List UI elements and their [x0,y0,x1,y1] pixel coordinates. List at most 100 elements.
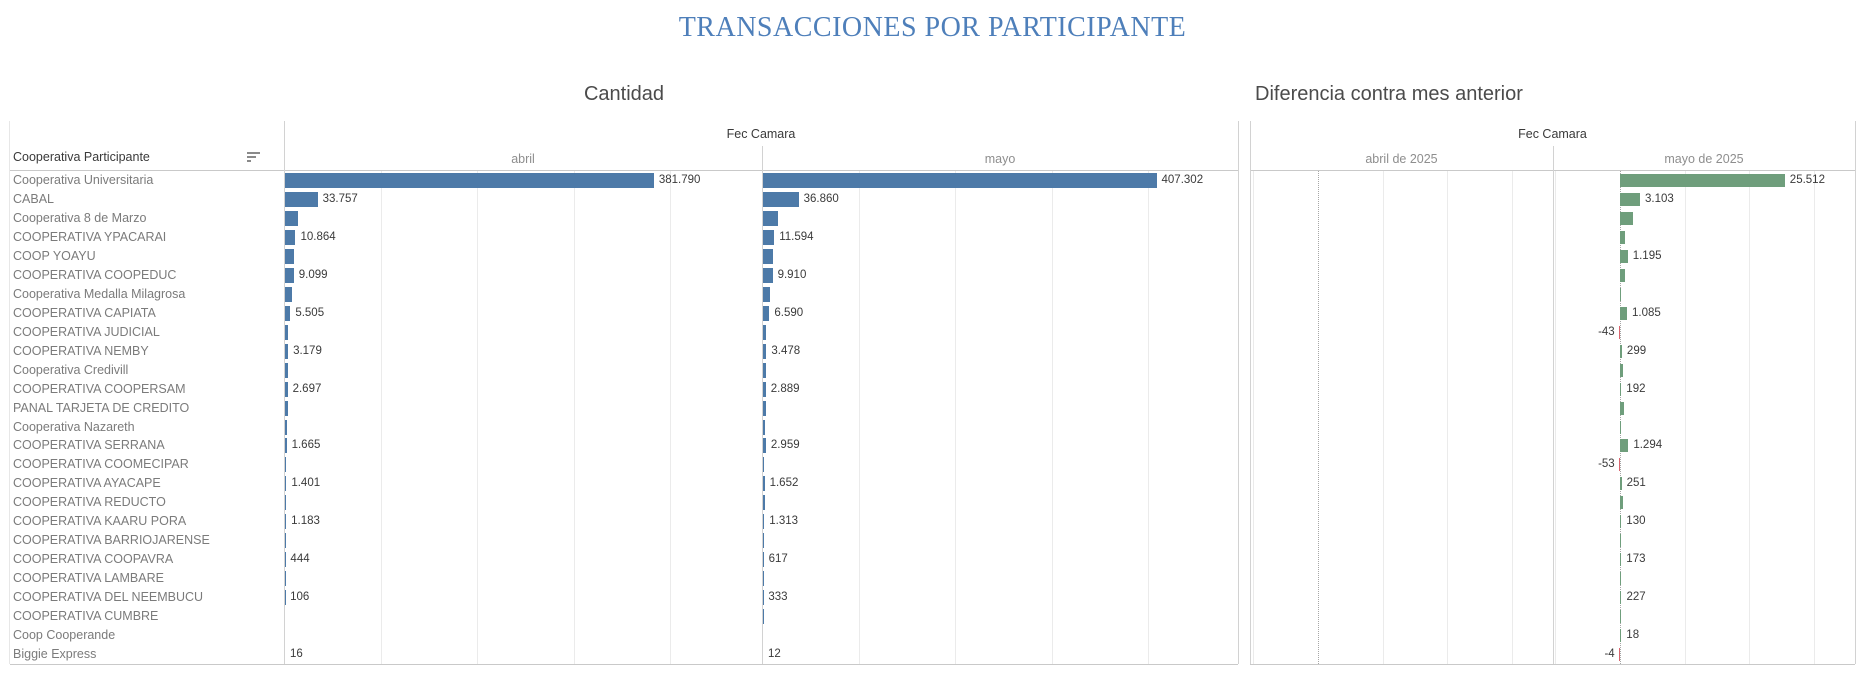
bar-diff[interactable] [1620,629,1622,643]
bar-diff[interactable] [1620,496,1623,510]
bar-abril[interactable] [285,173,654,188]
row-label[interactable]: COOPERATIVA BARRIOJARENSE [13,533,210,548]
bar-abril[interactable] [285,210,298,226]
bar-abril[interactable] [285,362,288,378]
bar-diff[interactable] [1620,249,1628,263]
row-label[interactable]: COOPERATIVA KAARU PORA [13,514,187,529]
bar-abril[interactable] [285,267,294,283]
bar-abril[interactable] [285,381,288,397]
bar-diff[interactable] [1620,287,1622,301]
bar-diff[interactable] [1620,363,1623,377]
bar-mayo[interactable] [763,552,764,568]
bar-diff[interactable] [1620,572,1622,586]
bar-diff[interactable] [1620,610,1622,624]
bar-mayo[interactable] [763,229,775,245]
row-label[interactable]: Cooperativa 8 de Marzo [13,210,147,225]
bar-abril[interactable] [285,476,287,492]
row-label[interactable]: Cooperativa Credivill [13,362,129,377]
bar-mayo[interactable] [763,305,770,321]
bar-abril[interactable] [285,286,293,302]
bar-diff[interactable] [1620,192,1641,206]
bar-mayo[interactable] [763,533,764,549]
bar-abril[interactable] [285,191,318,207]
gridline [573,171,575,664]
bar-diff[interactable] [1620,174,1785,187]
bar-diff[interactable] [1620,477,1622,491]
bar-diff[interactable] [1620,534,1622,548]
bar-mayo[interactable] [763,457,765,473]
row-label[interactable]: COOPERATIVA COOPERSAM [13,381,186,396]
bar-abril[interactable] [285,438,287,454]
bar-mayo[interactable] [763,495,765,511]
bar-mayo[interactable] [763,324,767,340]
bar-mayo[interactable] [763,248,774,264]
value-label: 9.910 [777,268,807,281]
bar-mayo[interactable] [763,514,765,530]
bar-diff[interactable] [1620,268,1626,282]
row-label[interactable]: COOPERATIVA LAMBARE [13,571,164,586]
bar-mayo[interactable] [763,173,1157,188]
row-label[interactable]: COOPERATIVA REDUCTO [13,495,166,510]
bar-mayo[interactable] [763,286,771,302]
gridline [1148,171,1150,664]
bar-diff[interactable] [1618,648,1620,662]
row-label[interactable]: COOPERATIVA CUMBRE [13,609,159,624]
row-label[interactable]: COOPERATIVA AYACAPE [13,476,161,491]
bar-diff[interactable] [1620,515,1622,529]
bar-diff[interactable] [1618,458,1620,472]
bar-mayo[interactable] [763,476,765,492]
bar-diff[interactable] [1620,420,1622,434]
bar-diff[interactable] [1620,401,1625,415]
row-label[interactable]: COOP YOAYU [13,248,96,263]
bar-abril[interactable] [285,457,287,473]
bar-abril[interactable] [285,400,288,416]
bar-mayo[interactable] [763,210,778,226]
bar-abril[interactable] [285,495,287,511]
sort-descending-icon[interactable] [247,152,261,164]
row-label[interactable]: COOPERATIVA CAPIATA [13,305,156,320]
bar-abril[interactable] [285,533,286,549]
bar-abril[interactable] [285,324,289,340]
row-label[interactable]: CABAL [13,191,54,206]
row-label[interactable]: COOPERATIVA YPACARAI [13,229,167,244]
bar-diff[interactable] [1620,591,1622,605]
bar-diff[interactable] [1620,344,1622,358]
fec-camara-label-cantidad: Fec Camara [726,127,796,141]
bar-diff[interactable] [1620,211,1633,225]
bar-mayo[interactable] [763,419,766,435]
bar-mayo[interactable] [763,191,799,207]
row-label[interactable]: PANAL TARJETA DE CREDITO [13,400,190,415]
bar-diff[interactable] [1620,382,1622,396]
bar-abril[interactable] [285,419,287,435]
bar-mayo[interactable] [763,343,767,359]
bar-abril[interactable] [285,229,296,245]
row-label[interactable]: Coop Cooperande [13,628,116,643]
bar-abril[interactable] [285,248,295,264]
bar-abril[interactable] [285,514,287,530]
bar-abril[interactable] [285,343,289,359]
row-label[interactable]: Biggie Express [13,647,97,662]
row-label[interactable]: COOPERATIVA NEMBY [13,343,149,358]
bar-abril[interactable] [285,305,291,321]
bar-diff[interactable] [1618,325,1620,339]
row-label[interactable]: Cooperativa Medalla Milagrosa [13,286,186,301]
row-label[interactable]: COOPERATIVA COOMECIPAR [13,457,189,472]
row-label[interactable]: COOPERATIVA DEL NEEMBUCU [13,590,204,605]
bar-mayo[interactable] [763,438,766,454]
bar-mayo[interactable] [763,381,766,397]
bar-mayo[interactable] [763,267,773,283]
row-label[interactable]: COOPERATIVA COOPEDUC [13,267,177,282]
bar-diff[interactable] [1620,553,1622,567]
row-label[interactable]: Cooperativa Universitaria [13,173,154,187]
bar-diff[interactable] [1620,230,1625,244]
bar-diff[interactable] [1620,439,1629,453]
header-underline-diferencia [1250,170,1855,171]
bar-diff[interactable] [1620,306,1627,320]
row-label[interactable]: COOPERATIVA COOPAVRA [13,552,174,567]
bar-mayo[interactable] [763,400,767,416]
row-label[interactable]: COOPERATIVA SERRANA [13,438,165,453]
row-label[interactable]: Cooperativa Nazareth [13,419,135,434]
bar-mayo[interactable] [763,362,767,378]
value-label: 25.512 [1789,174,1825,186]
row-label[interactable]: COOPERATIVA JUDICIAL [13,324,160,339]
